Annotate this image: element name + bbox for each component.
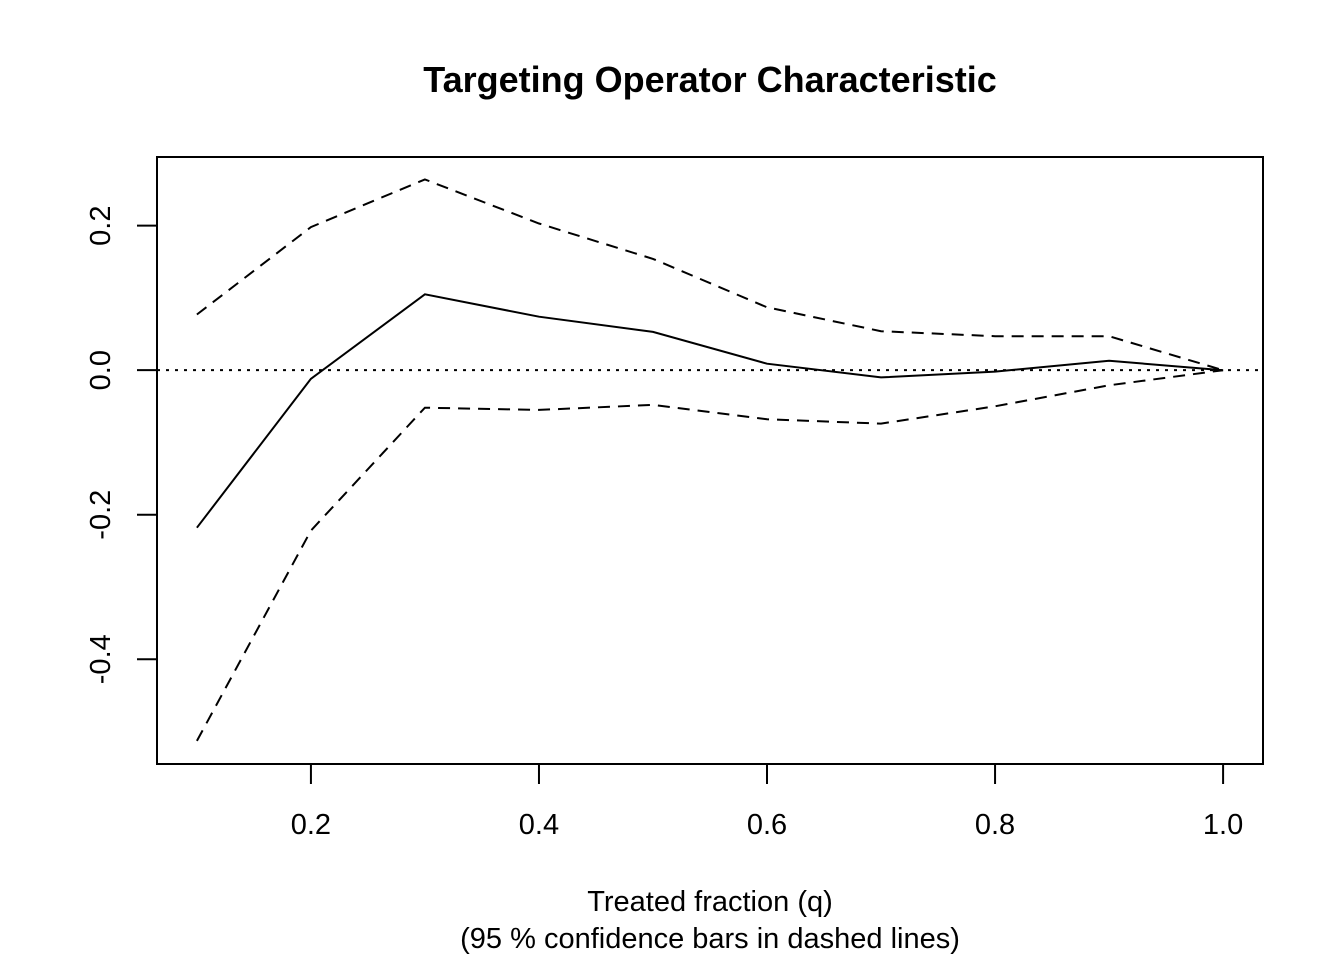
estimate-line: [196, 293, 1224, 529]
y-tick-label: 0.2: [85, 205, 117, 245]
chart-title: Targeting Operator Characteristic: [423, 59, 997, 100]
series-group: [196, 178, 1224, 742]
x-tick-label: 0.4: [519, 809, 559, 841]
y-tick-label: -0.2: [85, 490, 117, 540]
y-tick-label: -0.4: [85, 634, 117, 684]
x-axis: 0.2 0.4 0.6 0.8 1.0: [291, 764, 1243, 841]
plot-frame: [156, 156, 1264, 765]
confidence-bound-line: [196, 369, 1224, 742]
x-tick-label: 0.6: [747, 809, 787, 841]
confidence-bound-line: [196, 178, 1224, 372]
x-tick-label: 0.2: [291, 809, 331, 841]
x-tick-label: 1.0: [1203, 809, 1243, 841]
x-axis-sublabel: (95 % confidence bars in dashed lines): [460, 923, 960, 955]
x-axis-label: Treated fraction (q): [587, 886, 833, 918]
y-tick-label: 0.0: [85, 350, 117, 390]
x-tick-label: 0.8: [975, 809, 1015, 841]
y-axis: -0.4 -0.2 0.0 0.2: [85, 205, 157, 684]
